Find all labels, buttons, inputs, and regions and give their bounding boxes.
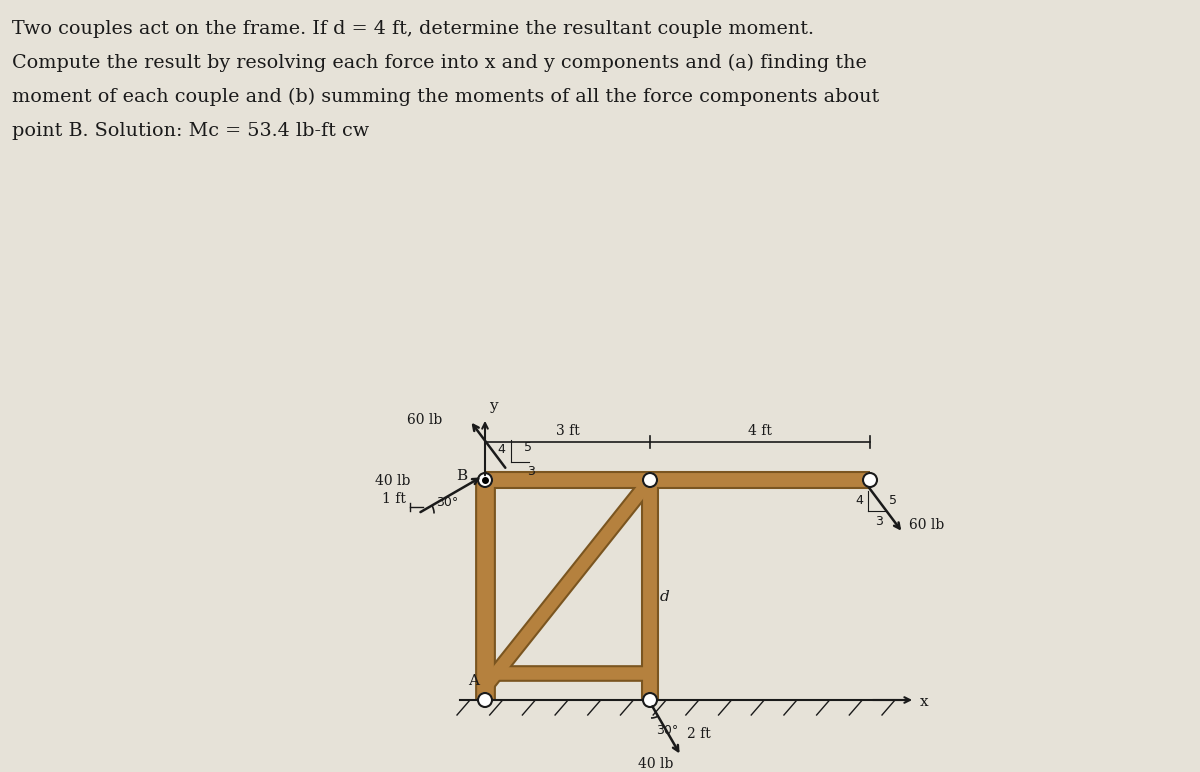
Text: 2 ft: 2 ft bbox=[686, 727, 710, 741]
Text: 4 ft: 4 ft bbox=[748, 424, 772, 438]
Text: 40 lb: 40 lb bbox=[374, 475, 410, 489]
Circle shape bbox=[643, 473, 658, 487]
Text: 30°: 30° bbox=[656, 724, 678, 737]
Text: 30°: 30° bbox=[436, 496, 458, 509]
Text: 60 lb: 60 lb bbox=[910, 518, 944, 532]
Text: y: y bbox=[490, 399, 498, 413]
Circle shape bbox=[478, 473, 492, 487]
Circle shape bbox=[863, 473, 877, 487]
Text: Compute the result by resolving each force into x and y components and (a) findi: Compute the result by resolving each for… bbox=[12, 54, 866, 73]
Text: 1 ft: 1 ft bbox=[382, 493, 406, 506]
Text: Two couples act on the frame. If d = 4 ft, determine the resultant couple moment: Two couples act on the frame. If d = 4 f… bbox=[12, 20, 814, 38]
Text: 3 ft: 3 ft bbox=[556, 424, 580, 438]
Circle shape bbox=[478, 693, 492, 707]
Text: B: B bbox=[456, 469, 467, 483]
Text: moment of each couple and (b) summing the moments of all the force components ab: moment of each couple and (b) summing th… bbox=[12, 88, 880, 107]
Text: x: x bbox=[920, 695, 929, 709]
Text: point B. Solution: Mc = 53.4 lb-ft cw: point B. Solution: Mc = 53.4 lb-ft cw bbox=[12, 122, 370, 140]
Text: 3: 3 bbox=[875, 515, 883, 528]
Text: 5: 5 bbox=[889, 495, 898, 507]
Text: 4: 4 bbox=[497, 443, 505, 456]
Circle shape bbox=[643, 693, 658, 707]
Text: 40 lb: 40 lb bbox=[638, 757, 673, 771]
Text: A: A bbox=[468, 674, 479, 688]
Text: 60 lb: 60 lb bbox=[407, 413, 442, 428]
Text: 5: 5 bbox=[524, 442, 532, 455]
Text: 4: 4 bbox=[856, 495, 863, 507]
Text: d: d bbox=[660, 591, 670, 604]
Text: 3: 3 bbox=[527, 465, 535, 478]
